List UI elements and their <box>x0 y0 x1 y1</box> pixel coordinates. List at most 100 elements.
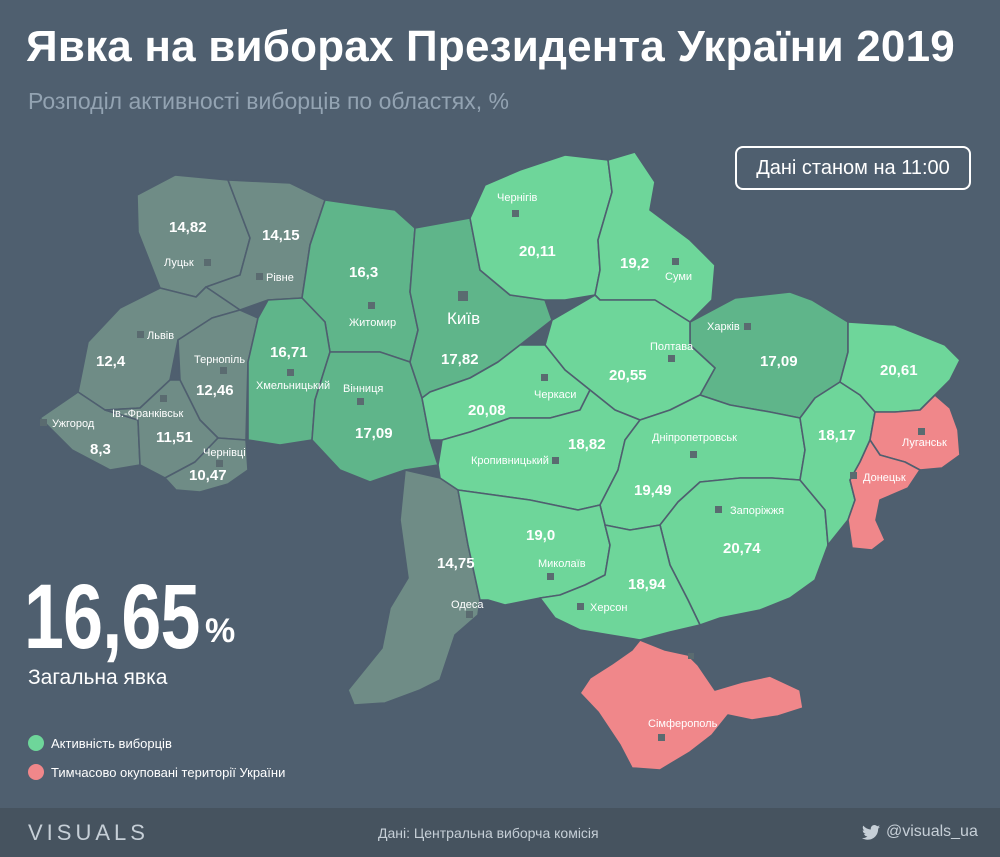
turnout-chernivtsi: 10,47 <box>189 467 227 484</box>
marker-zaporizhzhia <box>715 506 722 513</box>
turnout-zaporizhzhia: 20,74 <box>723 540 761 557</box>
total-turnout-value: 16,65 <box>24 566 200 668</box>
city-label-chernihiv: Чернігів <box>497 192 538 204</box>
city-label-kropyvnytskyi: Кропивницький <box>471 455 549 467</box>
turnout-kyiv: 17,82 <box>441 351 479 368</box>
turnout-mykolaiv: 19,0 <box>526 527 555 544</box>
turnout-chernihiv: 20,11 <box>519 243 556 260</box>
city-label-kyiv: Київ <box>447 309 480 328</box>
city-label-lutsk: Луцьк <box>164 257 194 269</box>
city-label-zhytomyr: Житомир <box>349 317 396 329</box>
twitter-icon <box>862 824 880 840</box>
turnout-luhansk: 20,61 <box>880 362 918 379</box>
city-label-poltava: Полтава <box>650 341 694 353</box>
marker-luhansk[interactable] <box>918 428 925 435</box>
turnout-odesa: 14,75 <box>437 555 475 572</box>
legend-swatch-activity <box>28 735 44 751</box>
marker-simferopol[interactable] <box>658 734 665 741</box>
marker-sumy <box>672 258 679 265</box>
turnout-kherson: 18,94 <box>628 576 666 593</box>
total-turnout-caption: Загальна явка <box>28 666 168 689</box>
region-chernivtsi[interactable] <box>164 437 249 493</box>
turnout-kharkiv: 17,09 <box>760 353 798 370</box>
marker-kharkiv <box>744 323 751 330</box>
turnout-lviv: 12,4 <box>96 353 126 370</box>
city-label-luhansk: Луганськ <box>902 437 947 449</box>
marker-ivano-frankivsk <box>160 395 167 402</box>
city-label-kherson: Херсон <box>590 602 627 614</box>
data-time-badge: Дані станом на 11:00 <box>735 146 971 190</box>
city-label-rivne: Рівне <box>266 272 294 284</box>
region-kherson[interactable] <box>539 524 701 641</box>
city-label-ternopil: Тернопіль <box>194 354 245 366</box>
turnout-zakarpattia: 8,3 <box>90 441 111 458</box>
city-label-simferopol: Сімферополь <box>648 718 718 730</box>
region-chernihiv[interactable] <box>469 154 613 301</box>
legend-swatch-occupied <box>28 764 44 780</box>
city-label-zaporizhzhia: Запоріжжя <box>730 505 784 517</box>
turnout-donetsk: 18,17 <box>818 427 856 444</box>
marker-lviv <box>137 331 144 338</box>
marker-crimea-coast <box>688 653 694 659</box>
turnout-zhytomyr: 16,3 <box>349 264 378 281</box>
turnout-cherkasy: 20,08 <box>468 402 506 419</box>
marker-chernivtsi <box>216 460 223 467</box>
turnout-ternopil: 12,46 <box>196 382 234 399</box>
brand-logo: VISUALS <box>28 820 149 845</box>
turnout-ivano-frankivsk: 11,51 <box>156 429 193 446</box>
city-label-donetsk: Донецьк <box>863 472 906 484</box>
footer: VISUALS Дані: Центральна виборча комісія… <box>0 808 1000 857</box>
city-label-cherkasy: Черкаси <box>534 389 576 401</box>
marker-mykolaiv <box>547 573 554 580</box>
turnout-sumy: 19,2 <box>620 255 649 272</box>
city-label-mykolaiv: Миколаїв <box>538 558 586 570</box>
social-handle[interactable]: @visuals_ua <box>862 823 978 841</box>
city-label-lviv: Львів <box>147 330 174 342</box>
legend-label-activity: Активність виборців <box>51 735 172 751</box>
turnout-vinnytsia: 17,09 <box>355 425 393 442</box>
turnout-poltava: 20,55 <box>609 367 647 384</box>
city-label-vinnytsia: Вінниця <box>343 383 383 395</box>
page-subtitle: Розподіл активності виборців по областях… <box>28 88 509 114</box>
city-label-ivano-frankivsk: Ів.-Франківськ <box>112 408 183 420</box>
city-label-uzhhorod: Ужгород <box>52 418 95 430</box>
ukraine-map: Луцьк Рівне Житомир Київ Чернігів Суми Л… <box>39 151 961 771</box>
turnout-kirovohrad: 18,82 <box>568 436 606 453</box>
legend-item-activity: Активність виборців <box>28 735 172 751</box>
marker-kherson <box>577 603 584 610</box>
marker-lutsk <box>204 259 211 266</box>
city-label-dnipro: Дніпропетровськ <box>652 432 737 444</box>
social-handle-label: @visuals_ua <box>886 823 978 840</box>
marker-donetsk[interactable] <box>850 472 857 479</box>
turnout-volyn: 14,82 <box>169 219 207 236</box>
legend-label-occupied: Тимчасово окуповані території України <box>51 764 286 780</box>
marker-uzhhorod <box>40 419 47 426</box>
marker-rivne <box>256 273 263 280</box>
city-label-kharkiv: Харків <box>707 321 740 333</box>
region-sumy[interactable] <box>594 151 716 323</box>
occupied-crimea[interactable] <box>579 639 804 771</box>
marker-chernihiv <box>512 210 519 217</box>
city-label-sumy: Суми <box>665 271 692 283</box>
marker-dnipro <box>690 451 697 458</box>
legend-item-occupied: Тимчасово окуповані території України <box>28 764 285 780</box>
city-label-odesa: Одеса <box>451 599 484 611</box>
city-label-khmelnytskyi: Хмельницький <box>256 380 330 392</box>
turnout-dnipropetrovsk: 19,49 <box>634 482 672 499</box>
marker-cherkasy <box>541 374 548 381</box>
marker-vinnytsia <box>357 398 364 405</box>
data-source: Дані: Центральна виборча комісія <box>378 825 599 841</box>
marker-odesa <box>466 611 473 618</box>
city-label-chernivtsi: Чернівці <box>203 447 246 459</box>
marker-kropyvnytskyi <box>552 457 559 464</box>
turnout-rivne: 14,15 <box>262 227 300 244</box>
occupied-donetsk[interactable] <box>847 439 921 551</box>
turnout-khmelnytskyi: 16,71 <box>270 344 308 361</box>
region-vinnytsia[interactable] <box>311 351 439 483</box>
marker-poltava <box>668 355 675 362</box>
marker-zhytomyr <box>368 302 375 309</box>
marker-kyiv <box>458 291 468 301</box>
marker-khmelnytskyi <box>287 369 294 376</box>
marker-ternopil <box>220 367 227 374</box>
page-title: Явка на виборах Президента України 2019 <box>26 22 955 71</box>
